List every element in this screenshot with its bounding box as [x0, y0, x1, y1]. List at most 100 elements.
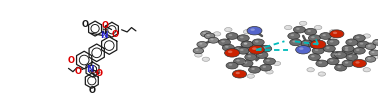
- Circle shape: [357, 41, 369, 48]
- Circle shape: [314, 42, 319, 45]
- Circle shape: [365, 44, 376, 50]
- Circle shape: [251, 68, 255, 70]
- Circle shape: [256, 52, 268, 58]
- Circle shape: [293, 26, 305, 33]
- Circle shape: [373, 39, 378, 45]
- Circle shape: [267, 71, 270, 72]
- Circle shape: [260, 64, 272, 71]
- Circle shape: [234, 46, 246, 53]
- Circle shape: [301, 22, 303, 23]
- Circle shape: [337, 66, 341, 68]
- Text: N: N: [100, 31, 107, 40]
- Circle shape: [308, 41, 321, 48]
- Circle shape: [296, 46, 311, 54]
- Circle shape: [228, 51, 232, 53]
- Circle shape: [370, 55, 378, 59]
- Circle shape: [322, 34, 326, 36]
- Circle shape: [226, 33, 238, 39]
- Circle shape: [250, 28, 255, 31]
- Circle shape: [291, 34, 294, 36]
- Circle shape: [311, 55, 314, 57]
- Circle shape: [308, 35, 321, 41]
- Circle shape: [266, 70, 273, 74]
- Circle shape: [248, 55, 251, 57]
- Circle shape: [221, 40, 225, 42]
- Circle shape: [244, 62, 247, 64]
- Circle shape: [333, 53, 337, 55]
- Circle shape: [327, 58, 339, 65]
- Circle shape: [330, 30, 344, 38]
- Circle shape: [199, 43, 202, 45]
- Circle shape: [355, 61, 359, 64]
- Circle shape: [323, 45, 335, 52]
- Circle shape: [365, 35, 367, 36]
- Circle shape: [346, 39, 358, 46]
- Circle shape: [241, 41, 253, 48]
- Circle shape: [305, 28, 317, 35]
- Circle shape: [349, 40, 352, 42]
- Circle shape: [337, 53, 341, 55]
- Circle shape: [288, 33, 300, 39]
- Circle shape: [363, 34, 370, 38]
- Text: O: O: [68, 56, 75, 65]
- Circle shape: [273, 61, 281, 66]
- Circle shape: [245, 54, 257, 61]
- Text: O: O: [88, 86, 95, 95]
- Circle shape: [342, 45, 354, 52]
- Circle shape: [356, 36, 359, 38]
- Text: H: H: [101, 26, 107, 35]
- Circle shape: [335, 64, 347, 71]
- Circle shape: [236, 48, 240, 50]
- Circle shape: [247, 74, 254, 78]
- Circle shape: [262, 66, 266, 68]
- Circle shape: [296, 28, 300, 30]
- Circle shape: [234, 58, 246, 65]
- Circle shape: [248, 45, 264, 54]
- Circle shape: [237, 47, 249, 54]
- Circle shape: [299, 21, 307, 25]
- Circle shape: [335, 52, 347, 58]
- Circle shape: [345, 62, 349, 64]
- Circle shape: [368, 58, 371, 59]
- Circle shape: [331, 52, 343, 58]
- Circle shape: [299, 47, 304, 50]
- Circle shape: [266, 60, 270, 61]
- Circle shape: [330, 40, 333, 42]
- Circle shape: [197, 41, 208, 47]
- Circle shape: [345, 49, 349, 51]
- Circle shape: [244, 43, 247, 45]
- Circle shape: [353, 35, 365, 41]
- Circle shape: [232, 70, 247, 78]
- Circle shape: [284, 25, 292, 30]
- Circle shape: [349, 55, 352, 57]
- Circle shape: [286, 26, 288, 28]
- Circle shape: [360, 43, 363, 45]
- Circle shape: [248, 66, 260, 73]
- Circle shape: [372, 56, 375, 57]
- Circle shape: [215, 33, 217, 34]
- Circle shape: [225, 49, 240, 57]
- Circle shape: [375, 41, 378, 42]
- Circle shape: [201, 31, 211, 37]
- Circle shape: [255, 40, 259, 42]
- Circle shape: [369, 43, 371, 45]
- Circle shape: [222, 44, 234, 51]
- Circle shape: [319, 62, 322, 64]
- Text: O: O: [102, 21, 109, 30]
- Circle shape: [342, 60, 354, 67]
- Circle shape: [252, 47, 257, 50]
- Circle shape: [235, 72, 240, 74]
- Circle shape: [307, 68, 314, 72]
- Circle shape: [236, 60, 240, 61]
- Circle shape: [307, 30, 311, 32]
- Circle shape: [202, 57, 209, 61]
- Circle shape: [308, 69, 311, 70]
- Text: O: O: [74, 67, 81, 76]
- Text: H: H: [92, 67, 98, 76]
- Circle shape: [229, 34, 232, 36]
- Circle shape: [326, 47, 330, 49]
- Circle shape: [353, 47, 365, 54]
- Circle shape: [262, 47, 266, 49]
- Circle shape: [314, 25, 322, 30]
- Circle shape: [367, 42, 374, 47]
